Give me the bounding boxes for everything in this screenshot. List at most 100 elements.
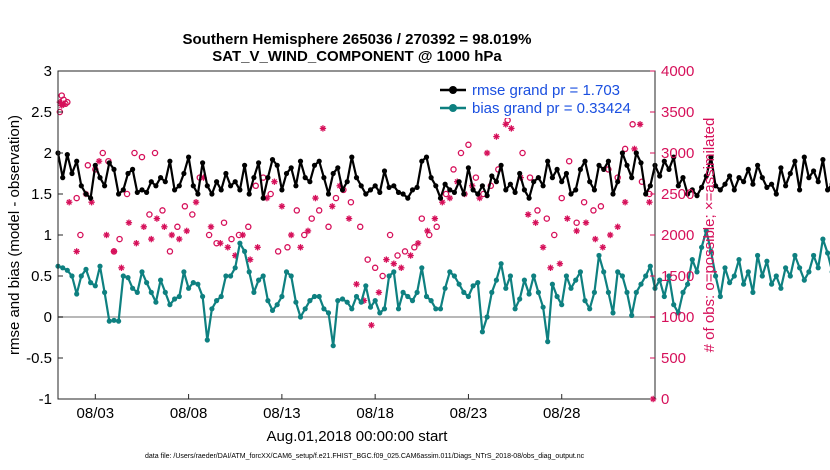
bias-point xyxy=(521,277,528,283)
bias-point xyxy=(363,283,369,289)
obs-assimilated-point xyxy=(133,240,140,247)
obs-assimilated-point xyxy=(646,199,653,206)
rmse-point xyxy=(731,187,737,193)
rmse-point xyxy=(293,183,299,189)
rmse-point xyxy=(130,166,136,172)
y-tick-label: -1 xyxy=(39,391,52,408)
obs-possible-point xyxy=(301,231,308,239)
obs-possible-point xyxy=(442,190,450,198)
obs-assimilated-point xyxy=(547,264,554,271)
bias-point xyxy=(181,269,187,275)
rmse-point xyxy=(713,183,719,189)
bias-point xyxy=(400,289,406,295)
rmse-point xyxy=(521,187,528,193)
rmse-point xyxy=(311,162,318,168)
obs-possible-point xyxy=(551,231,558,239)
rmse-point xyxy=(442,181,448,187)
rmse-point xyxy=(465,165,471,171)
rmse-point xyxy=(806,175,812,181)
bias-point xyxy=(801,277,807,283)
bias-point xyxy=(503,285,509,291)
rmse-point xyxy=(316,158,322,164)
obs-possible-point xyxy=(151,149,159,157)
obs-possible-point xyxy=(418,215,426,222)
obs-assimilated-point xyxy=(582,219,590,226)
obs-possible-point xyxy=(401,248,409,255)
obs-possible-point xyxy=(371,264,379,272)
rmse-point xyxy=(162,179,168,185)
rmse-point xyxy=(568,191,574,197)
rmse-point xyxy=(559,179,565,185)
obs-assimilated-point xyxy=(192,199,200,206)
obs-assimilated-point xyxy=(176,235,183,243)
obs-possible-point xyxy=(347,198,355,206)
rmse-point xyxy=(540,183,546,189)
bias-point xyxy=(563,273,570,279)
obs-assimilated-point xyxy=(110,248,118,255)
rmse-point xyxy=(386,184,392,190)
x-tick-label: 08/08 xyxy=(170,405,208,422)
obs-assimilated-point xyxy=(60,100,67,107)
bias-point xyxy=(587,306,593,312)
rmse-point xyxy=(783,183,789,189)
rmse-point xyxy=(88,195,94,201)
chart-title: Southern Hemisphere 265036 / 270392 = 98… xyxy=(183,31,532,48)
right-axis-ticks: 0 500 1000 1500 2000 2500 3000 3500 4000 xyxy=(650,63,694,408)
rmse-point xyxy=(699,184,705,190)
bias-point xyxy=(353,293,360,300)
bias-point xyxy=(311,293,318,300)
rmse-point xyxy=(503,187,509,193)
bias-point xyxy=(377,310,383,316)
rmse-point xyxy=(685,191,691,197)
bias-point xyxy=(745,269,751,275)
bias-point xyxy=(540,304,546,310)
rmse-point xyxy=(116,191,122,197)
rmse-point xyxy=(484,193,490,199)
obs-possible-point xyxy=(519,149,526,157)
rmse-point xyxy=(675,183,681,189)
obs-possible-point xyxy=(274,248,282,255)
obs-assimilated-point xyxy=(140,223,148,230)
bias-point xyxy=(214,298,220,304)
obs-possible-point xyxy=(543,215,551,222)
rmse-point xyxy=(414,184,420,190)
rmse-point xyxy=(69,170,75,177)
rmse-point xyxy=(638,160,644,166)
rmse-point xyxy=(666,166,672,172)
bias-point xyxy=(465,293,471,300)
bias-point xyxy=(647,263,653,269)
rmse-point xyxy=(302,175,308,181)
rmse-point xyxy=(125,170,131,177)
y2-tick-label: 3500 xyxy=(661,104,694,121)
rmse-point xyxy=(139,187,145,193)
bias-point xyxy=(713,273,719,279)
x-tick-label: 08/13 xyxy=(263,405,301,422)
x-tick-label: 08/28 xyxy=(543,405,581,422)
y-tick-label: 1.5 xyxy=(31,186,52,203)
bias-point xyxy=(610,310,616,316)
rmse-point xyxy=(624,162,630,168)
obs-possible-point xyxy=(629,121,636,128)
bias-point xyxy=(228,273,234,279)
bias-point xyxy=(741,281,747,287)
obs-assimilated-point xyxy=(431,215,439,222)
bias-point xyxy=(172,296,178,302)
rmse-point xyxy=(727,173,733,179)
rmse-point xyxy=(629,175,635,181)
obs-assimilated-point xyxy=(239,231,246,239)
bias-point xyxy=(535,289,542,295)
rmse-point xyxy=(228,183,234,189)
bias-point xyxy=(60,265,66,271)
rmse-point xyxy=(661,158,667,164)
bias-point xyxy=(601,269,607,275)
rmse-point xyxy=(409,187,416,193)
rmse-point xyxy=(321,175,327,181)
bias-point xyxy=(246,269,252,275)
bias-point xyxy=(288,273,294,279)
obs-possible-point xyxy=(146,211,153,218)
bias-point xyxy=(111,317,117,323)
obs-assimilated-point xyxy=(614,223,621,230)
bias-point xyxy=(381,306,388,312)
bias-point xyxy=(629,312,635,318)
rmse-point xyxy=(773,191,779,197)
